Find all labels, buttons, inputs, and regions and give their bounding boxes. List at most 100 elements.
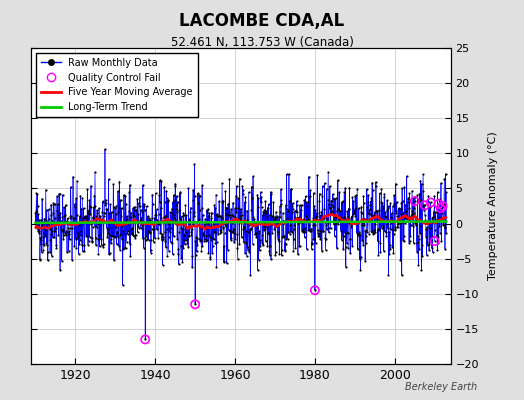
Point xyxy=(76,192,84,199)
Point xyxy=(61,202,70,208)
Point xyxy=(235,219,243,226)
Point xyxy=(68,224,77,231)
Point xyxy=(351,213,359,219)
Point xyxy=(147,249,155,256)
Point xyxy=(162,244,170,251)
Point xyxy=(37,216,45,223)
Point xyxy=(276,203,284,210)
Point xyxy=(225,176,234,182)
Point xyxy=(318,214,326,221)
Point xyxy=(181,241,189,248)
Point xyxy=(310,222,319,228)
Point xyxy=(189,186,198,193)
Point xyxy=(255,256,263,263)
Point xyxy=(82,214,91,221)
Point xyxy=(397,200,406,206)
Point xyxy=(437,180,445,186)
Point xyxy=(376,249,385,256)
Point xyxy=(51,201,59,208)
Point xyxy=(35,230,43,236)
Point xyxy=(184,185,193,192)
Point xyxy=(372,179,380,185)
Point xyxy=(249,173,257,179)
Point xyxy=(72,195,80,202)
Point xyxy=(129,232,138,239)
Point xyxy=(232,209,241,216)
Point xyxy=(82,217,91,224)
Point xyxy=(150,222,158,229)
Text: LACOMBE CDA,AL: LACOMBE CDA,AL xyxy=(179,12,345,30)
Point xyxy=(191,301,199,308)
Point xyxy=(265,248,274,254)
Point xyxy=(367,227,375,234)
Point xyxy=(430,209,438,215)
Point xyxy=(228,212,237,219)
Point xyxy=(431,209,440,215)
Point xyxy=(83,186,92,192)
Point xyxy=(429,214,437,220)
Point xyxy=(96,213,104,219)
Point xyxy=(321,234,330,241)
Point xyxy=(344,230,352,236)
Point xyxy=(68,257,76,263)
Point xyxy=(204,212,213,219)
Point xyxy=(62,228,71,235)
Point xyxy=(139,182,147,188)
Point xyxy=(419,203,427,210)
Point xyxy=(265,201,273,207)
Point xyxy=(117,205,126,211)
Point xyxy=(267,256,275,262)
Point xyxy=(169,199,177,205)
Point xyxy=(320,213,328,219)
Point xyxy=(78,242,86,248)
Point xyxy=(125,189,134,195)
Point xyxy=(261,238,270,244)
Point xyxy=(134,229,142,235)
Point xyxy=(439,218,447,225)
Point xyxy=(222,204,231,211)
Point xyxy=(309,215,318,222)
Point xyxy=(87,221,95,228)
Point xyxy=(348,194,357,201)
Point xyxy=(349,198,357,204)
Point xyxy=(260,207,268,213)
Point xyxy=(151,212,159,218)
Point xyxy=(396,218,404,224)
Point xyxy=(380,194,388,200)
Point xyxy=(161,212,170,219)
Point xyxy=(395,205,403,212)
Point xyxy=(420,206,428,213)
Point xyxy=(86,203,94,210)
Point xyxy=(425,204,434,210)
Point xyxy=(71,204,80,210)
Point xyxy=(277,200,285,207)
Point xyxy=(108,219,117,225)
Point xyxy=(274,218,282,224)
Point xyxy=(429,249,437,255)
Point xyxy=(315,198,323,205)
Point xyxy=(161,229,169,235)
Point xyxy=(188,253,196,260)
Point xyxy=(141,237,150,243)
Point xyxy=(208,250,216,257)
Point xyxy=(196,238,205,245)
Point xyxy=(364,192,373,198)
Point xyxy=(403,216,411,222)
Point xyxy=(420,202,429,208)
Point xyxy=(271,252,279,258)
Point xyxy=(404,194,412,201)
Point xyxy=(93,207,101,213)
Point xyxy=(330,217,338,223)
Point xyxy=(375,215,383,221)
Point xyxy=(356,256,364,262)
Point xyxy=(402,212,411,218)
Point xyxy=(56,209,64,216)
Point xyxy=(155,199,163,205)
Point xyxy=(145,217,153,224)
Point xyxy=(368,187,377,194)
Point xyxy=(100,212,108,219)
Point xyxy=(423,224,431,231)
Point xyxy=(84,242,92,248)
Point xyxy=(199,212,207,218)
Point xyxy=(212,212,220,218)
